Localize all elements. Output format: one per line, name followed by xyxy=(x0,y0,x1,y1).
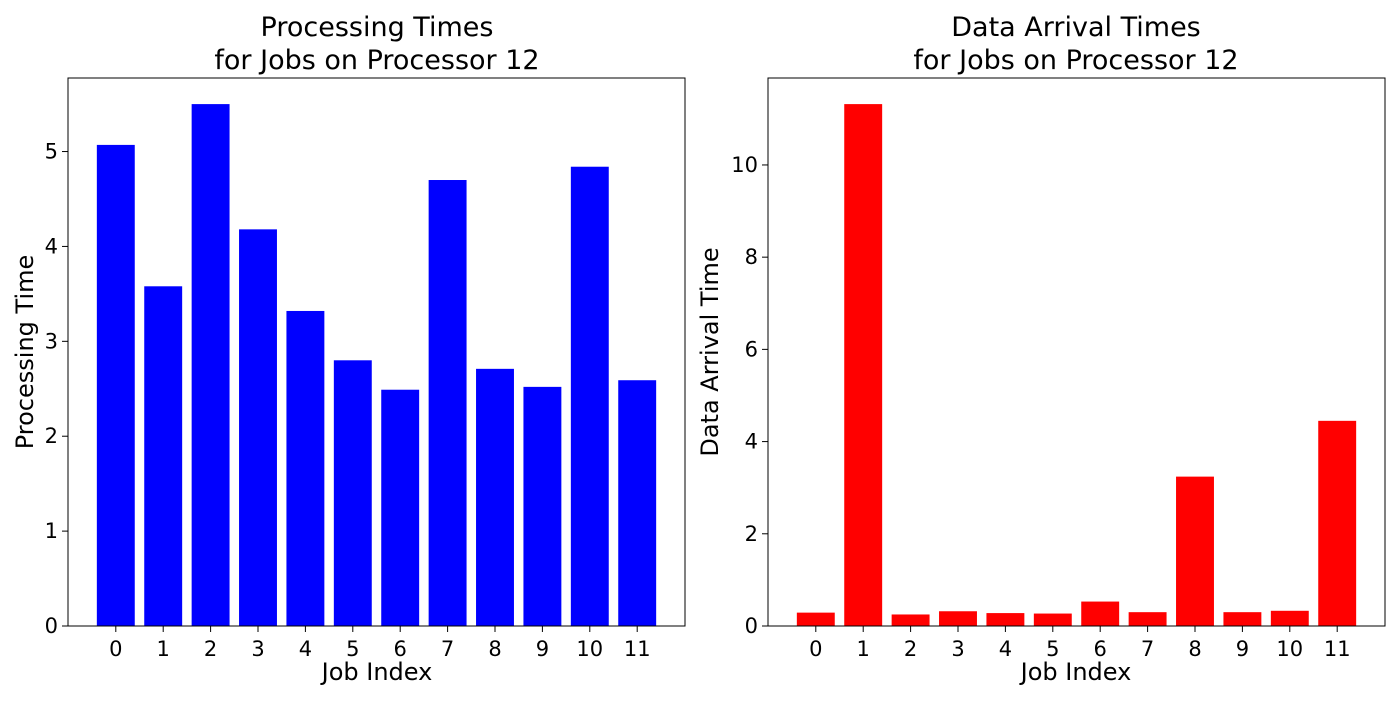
bar-3 xyxy=(939,611,977,626)
x-tick-label: 5 xyxy=(346,637,359,661)
bar-10 xyxy=(1270,610,1309,626)
bar-7 xyxy=(1128,612,1167,626)
x-tick-label: 0 xyxy=(109,637,122,661)
bar-6 xyxy=(1081,601,1120,626)
plot-frame xyxy=(67,77,686,627)
x-tick-label: 9 xyxy=(1236,637,1249,661)
y-tick-label: 4 xyxy=(45,234,58,258)
x-tick-label: 1 xyxy=(857,637,870,661)
y-tick-label: 8 xyxy=(745,245,758,269)
x-axis-label: Job Index xyxy=(320,658,433,686)
bar-2 xyxy=(191,104,230,627)
y-tick-label: 5 xyxy=(45,140,58,164)
bar-0 xyxy=(796,612,835,626)
bar-1 xyxy=(144,286,183,626)
x-tick-label: 8 xyxy=(1188,637,1201,661)
plot-frame xyxy=(767,77,1386,627)
bar-4 xyxy=(286,310,325,626)
x-tick-label: 9 xyxy=(536,637,549,661)
x-tick-label: 4 xyxy=(299,637,312,661)
x-tick-label: 7 xyxy=(1141,637,1154,661)
bar-6 xyxy=(381,389,420,626)
y-tick-label: 0 xyxy=(745,614,758,638)
y-tick-label: 3 xyxy=(45,329,58,353)
chart-title-line1: Data Arrival Times xyxy=(951,12,1201,43)
bar-8 xyxy=(1176,476,1214,626)
processing-times-chart: Processing Times for Jobs on Processor 1… xyxy=(11,12,686,686)
y-tick-label: 4 xyxy=(745,430,758,454)
bar-10 xyxy=(570,166,609,626)
x-tick-label: 4 xyxy=(999,637,1012,661)
bars xyxy=(96,104,657,627)
x-tick-label: 5 xyxy=(1046,637,1059,661)
bar-4 xyxy=(986,613,1025,626)
x-axis-label: Job Index xyxy=(1019,658,1132,686)
x-tick-label: 7 xyxy=(441,637,454,661)
y-tick-label: 6 xyxy=(745,337,758,361)
chart-title-line1: Processing Times xyxy=(261,12,494,43)
x-tick-label: 2 xyxy=(904,637,917,661)
x-tick-label: 6 xyxy=(1094,637,1107,661)
bar-5 xyxy=(1033,613,1072,626)
bar-0 xyxy=(96,144,135,626)
x-tick-label: 3 xyxy=(251,637,264,661)
bar-3 xyxy=(239,229,277,626)
x-tick-label: 11 xyxy=(1324,637,1351,661)
bar-11 xyxy=(1318,420,1357,626)
y-tick-label: 2 xyxy=(45,424,58,448)
y-tick-label: 10 xyxy=(731,153,758,177)
x-tick-label: 11 xyxy=(624,637,651,661)
bar-9 xyxy=(1223,612,1262,626)
y-tick-label: 2 xyxy=(745,522,758,546)
bars xyxy=(796,104,1357,627)
y-tick-label: 0 xyxy=(45,614,58,638)
bar-8 xyxy=(476,368,514,626)
y-axis-label: Data Arrival Time xyxy=(696,247,724,456)
bar-11 xyxy=(618,380,657,626)
bar-2 xyxy=(891,614,930,626)
ticks: 0 1 2 3 4 5 6 7 8 9 10 11 0 1 2 3 4 5 xyxy=(45,140,651,661)
y-tick-label: 1 xyxy=(45,519,58,543)
y-axis-label: Processing Time xyxy=(11,255,39,450)
chart-title-line2: for Jobs on Processor 12 xyxy=(913,45,1238,76)
x-tick-label: 10 xyxy=(576,637,603,661)
x-tick-label: 1 xyxy=(157,637,170,661)
x-tick-label: 6 xyxy=(394,637,407,661)
bar-1 xyxy=(844,104,883,627)
ticks: 0 1 2 3 4 5 6 7 8 9 10 11 0 2 4 6 8 10 xyxy=(731,153,1350,661)
x-tick-label: 3 xyxy=(951,637,964,661)
bar-7 xyxy=(428,180,467,626)
x-tick-label: 2 xyxy=(204,637,217,661)
x-tick-label: 8 xyxy=(488,637,501,661)
bar-5 xyxy=(333,360,372,626)
bar-9 xyxy=(523,386,562,626)
chart-title-line2: for Jobs on Processor 12 xyxy=(214,45,539,76)
x-tick-label: 10 xyxy=(1276,637,1303,661)
x-tick-label: 0 xyxy=(809,637,822,661)
data-arrival-times-chart: Data Arrival Times for Jobs on Processor… xyxy=(696,12,1386,686)
